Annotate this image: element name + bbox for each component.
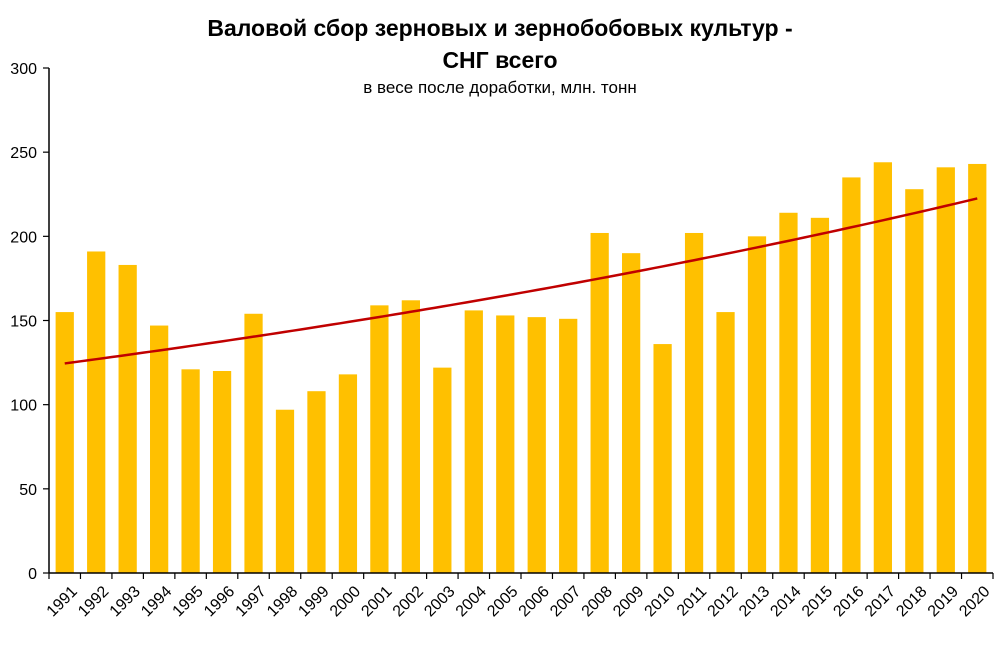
x-tick-label-2014: 2014 (767, 583, 804, 620)
y-tick-label: 150 (10, 314, 37, 331)
bar-2005 (496, 315, 515, 573)
x-tick-label-2011: 2011 (674, 583, 710, 619)
bar-2020 (968, 163, 987, 573)
x-tick-label-2016: 2016 (830, 583, 867, 620)
x-tick-label-2018: 2018 (893, 583, 930, 620)
y-tick-label: 300 (10, 61, 37, 78)
y-tick-label: 200 (10, 229, 37, 246)
x-tick-label-2003: 2003 (421, 583, 458, 620)
x-tick-label-2019: 2019 (925, 583, 962, 620)
y-tick-label: 250 (10, 145, 37, 162)
bar-1998 (275, 409, 295, 573)
x-tick-label-1992: 1992 (75, 583, 112, 620)
bar-2001 (370, 305, 389, 573)
x-tick-label-1999: 1999 (295, 583, 332, 620)
chart-subtitle: в весе после доработки, млн. тонн (363, 78, 637, 97)
x-tick-label-2017: 2017 (862, 583, 899, 620)
x-tick-label-2015: 2015 (799, 583, 836, 620)
bar-1991 (55, 312, 74, 573)
chart-title-line-1: Валовой сбор зерновых и зернобобовых кул… (207, 15, 792, 41)
bar-2013 (747, 236, 767, 573)
x-tick-label-1991: 1991 (44, 583, 81, 620)
bar-2017 (873, 162, 892, 573)
bar-2002 (401, 300, 420, 573)
bar-2016 (842, 177, 861, 574)
bar-1999 (307, 391, 326, 573)
x-tick-label-2008: 2008 (579, 583, 616, 620)
bar-1993 (118, 264, 137, 573)
bar-2008 (590, 232, 609, 573)
x-axis: 1991199219931994199519961997199819992000… (44, 572, 994, 620)
x-tick-label-2004: 2004 (453, 583, 490, 620)
y-axis: 0 50 100 150 200 250 300 (10, 61, 50, 583)
x-tick-label-2005: 2005 (484, 583, 521, 620)
x-tick-label-2006: 2006 (516, 583, 553, 620)
x-tick-label-1994: 1994 (138, 583, 175, 620)
bar-1994 (150, 325, 169, 573)
bar-2000 (338, 374, 358, 573)
trend-line (64, 197, 978, 365)
y-tick-label: 0 (28, 566, 37, 583)
x-tick-label-1996: 1996 (201, 583, 238, 620)
x-tick-label-2000: 2000 (327, 583, 364, 620)
x-tick-label-1998: 1998 (264, 583, 301, 620)
x-tick-label-2007: 2007 (547, 583, 584, 620)
bar-1995 (181, 369, 200, 573)
y-tick-label: 50 (19, 482, 37, 499)
bar-2004 (464, 310, 483, 573)
bar-2010 (653, 344, 672, 573)
x-tick-label-2002: 2002 (390, 583, 427, 620)
bar-2015 (810, 217, 830, 573)
bar-1992 (87, 251, 106, 574)
bar-1997 (244, 313, 263, 573)
bar-2012 (716, 312, 735, 573)
bar-1996 (212, 371, 232, 573)
x-tick-label-2013: 2013 (736, 583, 773, 620)
x-tick-label-1995: 1995 (170, 583, 207, 620)
x-tick-label-1997: 1997 (233, 583, 270, 620)
chart-title-line-2: СНГ всего (442, 47, 557, 73)
x-tick-label-2020: 2020 (956, 583, 993, 620)
y-tick-label: 100 (10, 398, 37, 415)
bar-2014 (779, 212, 798, 573)
x-tick-label-1993: 1993 (107, 583, 144, 620)
x-tick-label-2010: 2010 (642, 583, 679, 620)
bar-2006 (527, 317, 546, 573)
x-tick-label-2012: 2012 (705, 583, 742, 620)
bar-2019 (936, 167, 955, 573)
bar-2011 (684, 232, 704, 573)
bar-2007 (559, 318, 578, 573)
bar-2003 (433, 367, 452, 573)
x-tick-label-2009: 2009 (610, 583, 647, 620)
bar-2009 (622, 253, 641, 574)
x-tick-label-2001: 2001 (358, 583, 395, 620)
bars-group (55, 162, 987, 574)
bar-2018 (905, 189, 924, 573)
